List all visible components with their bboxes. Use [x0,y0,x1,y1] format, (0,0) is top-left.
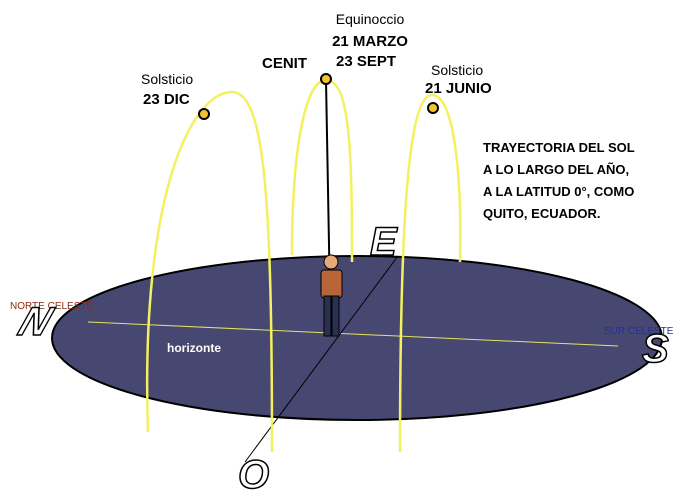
caption-line: QUITO, ECUADOR. [483,206,601,221]
caption-line: A LO LARGO DEL AÑO, [483,162,629,177]
horizon-plane [52,256,662,420]
suns [199,74,438,119]
solstice-title: Solsticio [141,71,193,87]
caption-line: A LA LATITUD 0°, COMO [483,184,634,199]
equinox-date: 23 SEPT [336,53,396,70]
equinox-title: Equinoccio [336,11,405,27]
equinox-date: 21 MARZO [332,33,408,50]
south-letter: S [642,327,669,371]
zenith-label: CENIT [262,55,307,72]
west-letter: O [238,453,269,492]
diagram: Equinoccio 21 MARZO 23 SEPT CENIT Solsti… [0,0,696,492]
caption-line: TRAYECTORIA DEL SOL [483,140,635,155]
solstice-date: 23 DIC [143,91,190,108]
east-letter: E [370,220,398,264]
horizon-label: horizonte [167,341,221,355]
solstice-date: 21 JUNIO [425,80,492,97]
solstice-title: Solsticio [431,62,483,78]
